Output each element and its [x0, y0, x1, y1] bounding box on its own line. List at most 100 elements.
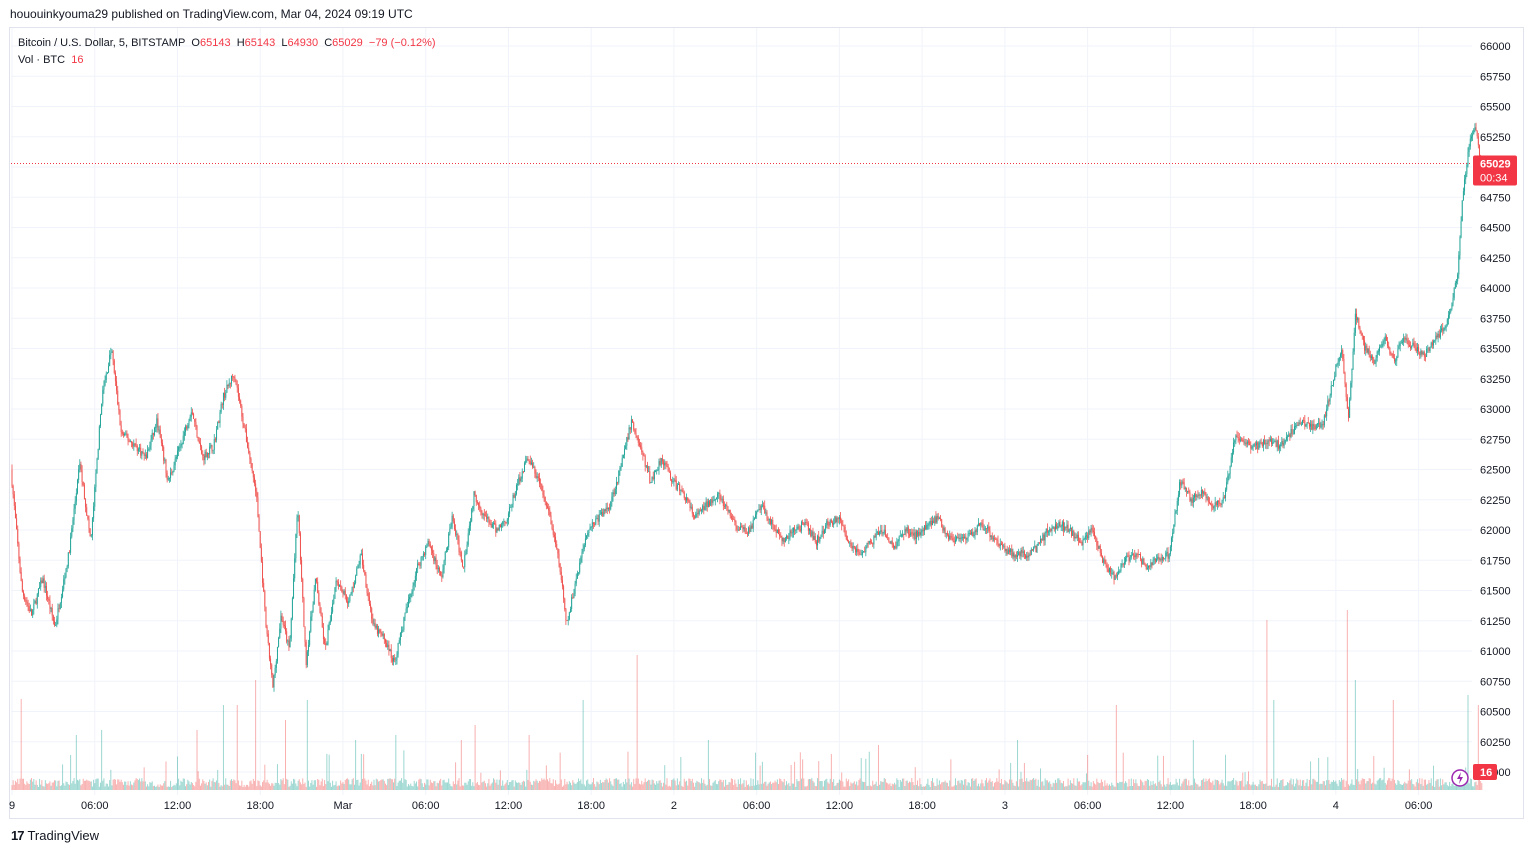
price-axis[interactable]: 6600065750655006525065000647506450064250…: [1480, 41, 1511, 779]
volume-bar: [1379, 778, 1381, 790]
volume-bar: [602, 781, 604, 790]
candle-body: [310, 616, 312, 632]
candle-body: [1056, 524, 1058, 529]
volume-bar: [542, 779, 544, 790]
candle-body: [1470, 136, 1472, 139]
tradingview-logo[interactable]: 17 TradingView: [11, 828, 99, 843]
volume-bar: [407, 784, 409, 790]
candle-body: [495, 524, 497, 533]
volume-bar: [281, 780, 283, 790]
volume-bar: [550, 783, 552, 790]
volume-bar: [721, 782, 723, 790]
volume-bar: [363, 754, 365, 790]
candle-body: [848, 541, 850, 543]
volume-bar: [755, 752, 757, 790]
volume-bar: [777, 783, 779, 790]
lightning-icon[interactable]: [1451, 769, 1469, 787]
volume-bar: [1273, 700, 1275, 790]
volume-bar: [991, 780, 993, 790]
volume-bar: [655, 784, 657, 790]
volume-bar: [568, 781, 570, 790]
volume-bar: [549, 778, 551, 790]
candle-body: [484, 515, 486, 517]
volume-bar: [851, 783, 853, 790]
candle-body: [1322, 424, 1324, 426]
volume-bar: [656, 781, 658, 790]
candle-body: [258, 516, 260, 532]
volume-bar: [1180, 786, 1182, 790]
candle-body: [837, 518, 839, 520]
volume-bar: [1164, 784, 1166, 790]
candle-body: [145, 454, 147, 459]
volume-bar: [90, 781, 92, 790]
volume-bar: [1244, 772, 1246, 790]
candle-body: [1300, 423, 1302, 425]
volume-bar: [266, 779, 268, 790]
candle-body: [814, 535, 816, 542]
candle-body: [235, 379, 237, 385]
volume-bar: [1065, 786, 1067, 790]
volume-bar: [563, 785, 565, 790]
volume-bar: [348, 779, 350, 790]
candle-body: [1162, 557, 1164, 560]
volume-bar: [921, 786, 923, 790]
candle-body: [433, 553, 435, 562]
volume-bar: [1314, 780, 1316, 790]
candle-body: [460, 552, 462, 561]
volume-bar: [14, 780, 16, 790]
volume-bar: [1142, 782, 1144, 790]
volume-bar: [1430, 778, 1432, 790]
volume-bar: [274, 782, 276, 790]
candle-body: [355, 575, 357, 584]
volume-bar: [237, 780, 239, 790]
candle-body: [938, 518, 940, 520]
close-value: 65029: [332, 37, 363, 49]
volume-bar: [297, 780, 299, 790]
volume-bar: [31, 778, 33, 790]
candle-body: [317, 581, 319, 593]
candle-body: [746, 533, 748, 535]
volume-bar: [1035, 778, 1037, 790]
candle-body: [309, 631, 311, 646]
candle-body: [881, 530, 883, 534]
volume-label[interactable]: Vol · BTC: [18, 54, 66, 66]
candle-body: [1357, 317, 1359, 321]
volume-bar: [936, 778, 938, 790]
candle-body: [1223, 497, 1225, 499]
volume-bar: [1125, 781, 1127, 790]
volume-bar: [1072, 783, 1074, 790]
candle-body: [1050, 528, 1052, 531]
volume-bar: [968, 782, 970, 790]
volume-bar: [256, 786, 258, 790]
candle-body: [127, 437, 129, 441]
volume-bar: [927, 778, 929, 790]
symbol-description[interactable]: Bitcoin / U.S. Dollar, 5, BITSTAMP: [18, 37, 186, 49]
volume-bar: [972, 778, 974, 790]
candle-body: [364, 570, 366, 575]
candle-body: [1183, 482, 1185, 490]
candle-body: [429, 544, 431, 548]
volume-bar: [1427, 783, 1429, 790]
x-tick-label: 4: [1333, 800, 1339, 812]
candle-body: [610, 502, 612, 510]
volume-bar: [1434, 786, 1436, 790]
candle-body: [733, 518, 735, 520]
time-axis[interactable]: 9 06:00 12:00 18:00 Mar 06:00 12:00 18:00 2 06:00…: [9, 800, 1432, 812]
volume-bar: [201, 783, 203, 790]
candle-body: [262, 561, 264, 583]
volume-bar: [538, 780, 540, 790]
volume-bar: [673, 778, 675, 790]
candle-body: [798, 526, 800, 530]
publisher-name[interactable]: hououinkyouma29: [10, 7, 109, 21]
volume-bar: [420, 779, 422, 790]
volume-bar: [657, 783, 659, 790]
volume-bar: [565, 784, 567, 790]
volume-bar: [333, 785, 335, 790]
candle-body: [375, 625, 377, 628]
candle-body: [1435, 335, 1437, 341]
chart-frame[interactable]: [9, 27, 1524, 819]
candle-body: [1198, 494, 1200, 496]
volume-bar: [99, 782, 101, 790]
candle-body: [1468, 146, 1470, 152]
